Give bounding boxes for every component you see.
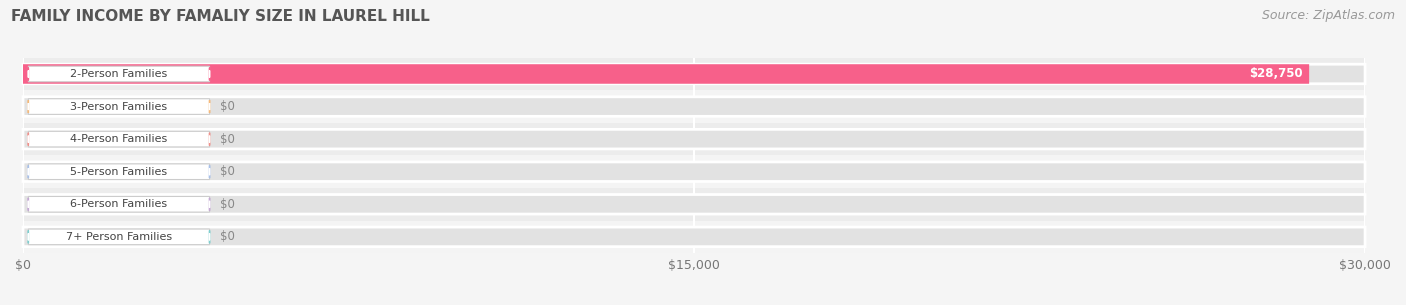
Text: $0: $0 bbox=[221, 100, 235, 113]
Text: $0: $0 bbox=[221, 230, 235, 243]
FancyBboxPatch shape bbox=[22, 64, 1309, 84]
FancyBboxPatch shape bbox=[28, 131, 209, 147]
Text: $0: $0 bbox=[221, 133, 235, 145]
Bar bbox=[22, 123, 1365, 156]
FancyBboxPatch shape bbox=[28, 99, 209, 114]
Text: Source: ZipAtlas.com: Source: ZipAtlas.com bbox=[1261, 9, 1395, 22]
Bar bbox=[22, 188, 1365, 221]
FancyBboxPatch shape bbox=[22, 64, 1365, 84]
FancyBboxPatch shape bbox=[22, 227, 1365, 247]
FancyBboxPatch shape bbox=[28, 66, 209, 82]
Text: 4-Person Families: 4-Person Families bbox=[70, 134, 167, 144]
FancyBboxPatch shape bbox=[22, 97, 1365, 116]
Text: FAMILY INCOME BY FAMALIY SIZE IN LAUREL HILL: FAMILY INCOME BY FAMALIY SIZE IN LAUREL … bbox=[11, 9, 430, 24]
FancyBboxPatch shape bbox=[28, 196, 209, 212]
Text: $0: $0 bbox=[221, 165, 235, 178]
Bar bbox=[22, 156, 1365, 188]
Text: 2-Person Families: 2-Person Families bbox=[70, 69, 167, 79]
Bar bbox=[22, 221, 1365, 253]
Text: $0: $0 bbox=[221, 198, 235, 211]
FancyBboxPatch shape bbox=[22, 162, 1365, 181]
Text: 7+ Person Families: 7+ Person Families bbox=[66, 232, 172, 242]
Text: $28,750: $28,750 bbox=[1249, 67, 1302, 81]
Bar bbox=[22, 58, 1365, 90]
FancyBboxPatch shape bbox=[22, 129, 1365, 149]
FancyBboxPatch shape bbox=[22, 195, 1365, 214]
Text: 6-Person Families: 6-Person Families bbox=[70, 199, 167, 209]
FancyBboxPatch shape bbox=[28, 164, 209, 180]
FancyBboxPatch shape bbox=[28, 229, 209, 245]
Text: 5-Person Families: 5-Person Families bbox=[70, 167, 167, 177]
Bar bbox=[22, 90, 1365, 123]
Text: 3-Person Families: 3-Person Families bbox=[70, 102, 167, 112]
